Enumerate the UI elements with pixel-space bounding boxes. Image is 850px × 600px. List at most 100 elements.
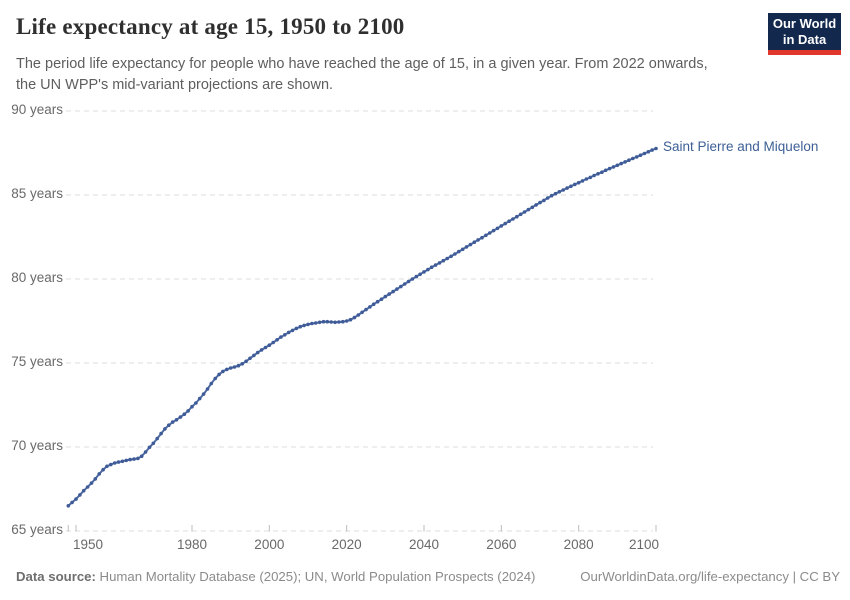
data-point[interactable] [74,497,78,501]
data-point[interactable] [557,190,562,194]
data-point[interactable] [515,214,519,219]
data-point[interactable] [201,392,206,396]
data-point[interactable] [197,396,202,401]
data-point[interactable] [573,182,577,187]
data-point[interactable] [78,493,82,497]
data-point[interactable] [186,409,190,413]
data-point[interactable] [472,240,477,244]
data-point[interactable] [325,319,330,324]
data-point[interactable] [232,365,237,369]
data-point[interactable] [337,320,341,324]
owid-logo[interactable]: Our World in Data [768,13,841,55]
data-point[interactable] [132,457,136,461]
data-point[interactable] [565,186,569,190]
data-point[interactable] [588,175,593,180]
data-point[interactable] [271,340,276,345]
data-point[interactable] [236,363,241,368]
data-point[interactable] [491,228,496,233]
data-point[interactable] [433,263,438,267]
data-point[interactable] [414,274,419,279]
data-point[interactable] [85,485,90,489]
data-point[interactable] [607,166,612,171]
data-point[interactable] [395,287,399,291]
data-point[interactable] [592,173,596,178]
data-point[interactable] [217,372,221,377]
data-point[interactable] [109,462,113,467]
data-point[interactable] [538,200,542,205]
data-point[interactable] [600,170,604,174]
data-point[interactable] [275,338,279,342]
data-point[interactable] [503,221,508,226]
data-point[interactable] [344,319,349,323]
data-point[interactable] [453,252,457,256]
data-point[interactable] [329,320,334,324]
data-point[interactable] [441,258,446,263]
data-point[interactable] [290,328,295,333]
data-point[interactable] [310,321,314,326]
data-point[interactable] [480,235,484,240]
data-point[interactable] [596,172,600,176]
data-point[interactable] [70,500,74,505]
data-point[interactable] [116,460,121,464]
data-point[interactable] [445,256,450,261]
data-point[interactable] [476,238,480,242]
data-point[interactable] [317,320,322,325]
series-points[interactable] [66,146,658,508]
data-point[interactable] [646,150,651,154]
data-point[interactable] [457,249,461,254]
data-point[interactable] [182,412,187,417]
data-point[interactable] [484,233,488,238]
data-point[interactable] [406,279,411,284]
data-point[interactable] [576,180,581,185]
data-point[interactable] [170,420,175,424]
data-point[interactable] [267,343,272,348]
data-point[interactable] [499,224,504,228]
data-point[interactable] [356,313,361,317]
data-point[interactable] [286,330,291,335]
data-point[interactable] [522,210,527,214]
data-point[interactable] [221,369,225,374]
data-point[interactable] [534,203,538,207]
data-point[interactable] [549,193,554,198]
data-point[interactable] [526,207,531,212]
data-point[interactable] [561,188,565,192]
data-point[interactable] [348,317,353,322]
data-point[interactable] [383,294,388,299]
data-point[interactable] [302,323,306,328]
data-point[interactable] [139,454,144,459]
data-point[interactable] [341,319,345,324]
data-point[interactable] [228,366,233,370]
data-point[interactable] [449,254,453,259]
data-point[interactable] [584,177,589,181]
data-point[interactable] [379,297,384,302]
data-point[interactable] [623,160,627,164]
data-point[interactable] [255,350,260,355]
data-point[interactable] [294,326,299,331]
data-point[interactable] [167,423,171,428]
data-point[interactable] [368,305,372,309]
data-point[interactable] [634,155,639,159]
data-point[interactable] [313,321,318,325]
data-point[interactable] [178,415,183,419]
data-point[interactable] [638,153,643,157]
data-point[interactable] [283,333,287,337]
data-point[interactable] [252,353,256,358]
data-point[interactable] [387,292,392,296]
data-point[interactable] [248,356,252,361]
data-point[interactable] [66,504,71,508]
data-point[interactable] [611,165,616,169]
data-point[interactable] [627,158,631,162]
data-point[interactable] [460,247,465,252]
data-point[interactable] [437,261,442,265]
series-line[interactable] [67,147,657,507]
data-point[interactable] [136,456,140,461]
data-point[interactable] [410,277,415,281]
data-point[interactable] [530,205,535,210]
data-point[interactable] [163,427,167,431]
data-point[interactable] [650,148,654,152]
data-point[interactable] [194,401,198,405]
data-point[interactable] [364,307,368,312]
data-point[interactable] [603,168,608,173]
data-point[interactable] [240,362,245,366]
data-point[interactable] [631,156,635,161]
